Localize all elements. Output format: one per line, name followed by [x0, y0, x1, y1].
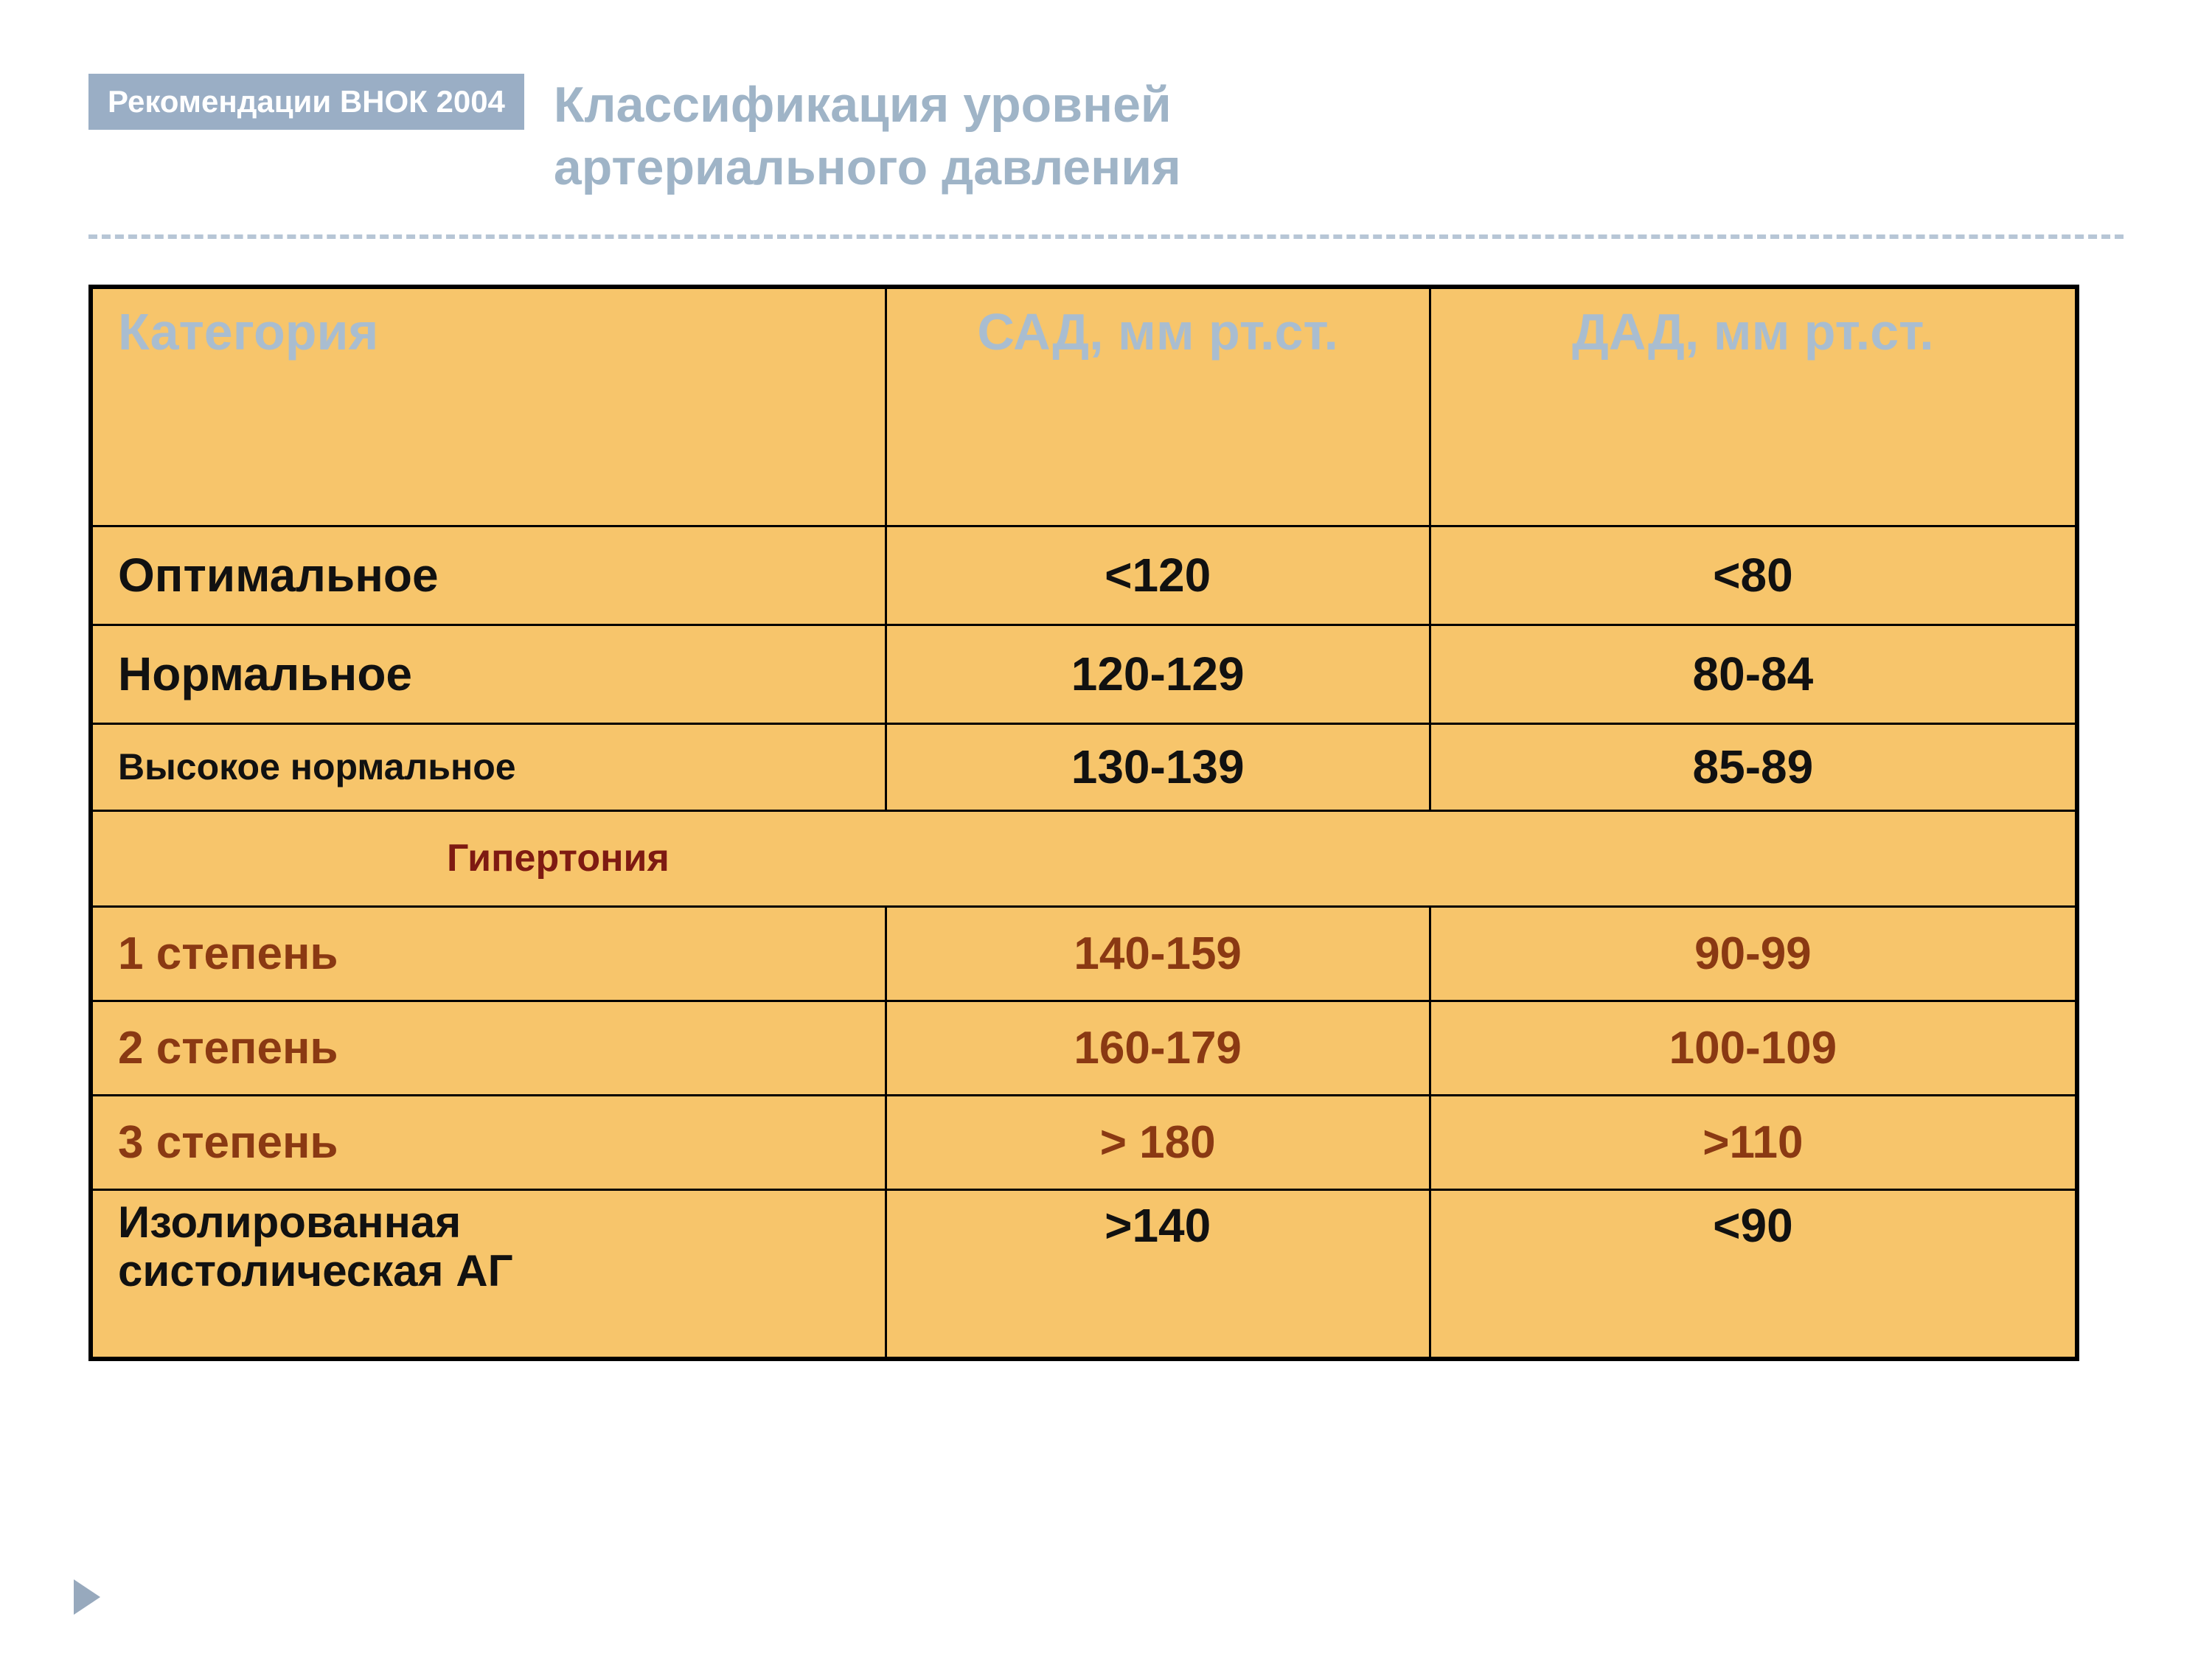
table-row: Нормальное 120-129 80-84 [91, 625, 2077, 723]
next-arrow-icon [74, 1579, 100, 1615]
cell-dad: 90-99 [1430, 906, 2077, 1001]
table-header-row: Категория САД, мм рт.ст. ДАД, мм рт.ст. [91, 287, 2077, 526]
cell-category: 2 степень [91, 1001, 886, 1095]
table-row: Высокое нормальное 130-139 85-89 [91, 723, 2077, 810]
cell-sad: 140-159 [886, 906, 1430, 1001]
cell-category: 1 степень [91, 906, 886, 1001]
cell-sad: > 180 [886, 1095, 1430, 1189]
cell-category: Высокое нормальное [91, 723, 886, 810]
cell-category: 3 степень [91, 1095, 886, 1189]
cell-sad: 130-139 [886, 723, 1430, 810]
cell-sad: <120 [886, 526, 1430, 625]
col-header-sad: САД, мм рт.ст. [886, 287, 1430, 526]
cell-sad: 120-129 [886, 625, 1430, 723]
iso-line-1: Изолированная [118, 1197, 461, 1247]
divider [88, 234, 2124, 239]
cell-dad: 100-109 [1430, 1001, 2077, 1095]
table-row: 2 степень 160-179 100-109 [91, 1001, 2077, 1095]
table-section-row: Гипертония [91, 810, 2077, 906]
cell-sad: 160-179 [886, 1001, 1430, 1095]
table-row: 1 степень 140-159 90-99 [91, 906, 2077, 1001]
iso-line-2: систолическая АГ [118, 1246, 513, 1295]
header-row: Рекомендации ВНОК 2004 Классификация уро… [88, 74, 2124, 199]
bp-classification-table: Категория САД, мм рт.ст. ДАД, мм рт.ст. … [88, 285, 2079, 1361]
title-line-2: артериального давления [554, 139, 1181, 195]
slide: Рекомендации ВНОК 2004 Классификация уро… [0, 0, 2212, 1659]
cell-dad: <90 [1430, 1189, 2077, 1359]
table-row: Изолированная систолическая АГ >140 <90 [91, 1189, 2077, 1359]
cell-dad: <80 [1430, 526, 2077, 625]
cell-dad: 80-84 [1430, 625, 2077, 723]
cell-category: Оптимальное [91, 526, 886, 625]
cell-category: Изолированная систолическая АГ [91, 1189, 886, 1359]
table-row: Оптимальное <120 <80 [91, 526, 2077, 625]
cell-category: Нормальное [91, 625, 886, 723]
slide-title: Классификация уровней артериального давл… [554, 74, 1181, 199]
section-label: Гипертония [91, 810, 2077, 906]
title-line-1: Классификация уровней [554, 77, 1172, 133]
source-badge: Рекомендации ВНОК 2004 [88, 74, 524, 130]
cell-dad: 85-89 [1430, 723, 2077, 810]
col-header-dad: ДАД, мм рт.ст. [1430, 287, 2077, 526]
cell-dad: >110 [1430, 1095, 2077, 1189]
cell-sad: >140 [886, 1189, 1430, 1359]
col-header-category: Категория [91, 287, 886, 526]
table-row: 3 степень > 180 >110 [91, 1095, 2077, 1189]
